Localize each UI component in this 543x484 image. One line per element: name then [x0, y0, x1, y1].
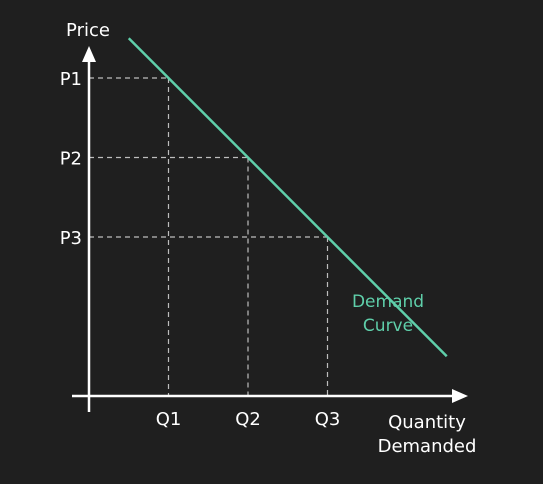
x-axis-title-line-2: Demanded: [378, 436, 477, 457]
x-axis-arrowhead: [452, 389, 468, 403]
x-tick-label-q3: Q3: [315, 409, 341, 430]
y-tick-label-p2: P2: [60, 149, 82, 170]
x-axis-title-line-1: Quantity: [388, 412, 466, 433]
y-axis-title: Price: [66, 20, 110, 41]
y-tick-label-p3: P3: [60, 228, 82, 249]
guide-lines: [89, 77, 329, 396]
y-axis-arrowhead: [82, 46, 96, 62]
x-tick-label-q1: Q1: [156, 409, 182, 430]
x-tick-label-q2: Q2: [235, 409, 261, 430]
demand-curve-line: [127, 37, 448, 358]
demand-curve-label-line-1: Demand: [352, 292, 424, 312]
y-tick-label-p1: P1: [60, 69, 82, 90]
demand-curve-label-line-2: Curve: [363, 316, 413, 336]
